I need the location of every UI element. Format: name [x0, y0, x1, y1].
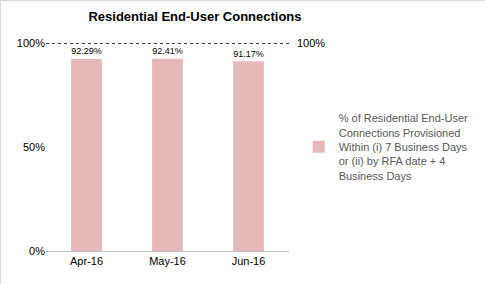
- svg-text:Jun-16: Jun-16: [232, 255, 266, 267]
- svg-text:% of Residential End-UserConne: % of Residential End-UserConnections Pro…: [339, 112, 468, 181]
- svg-text:100%: 100%: [297, 37, 325, 49]
- svg-text:92.29%: 92.29%: [71, 46, 102, 56]
- svg-text:0%: 0%: [29, 245, 45, 257]
- svg-text:100%: 100%: [17, 37, 45, 49]
- svg-text:May-16: May-16: [149, 255, 186, 267]
- svg-text:Apr-16: Apr-16: [70, 255, 103, 267]
- svg-text:50%: 50%: [23, 141, 45, 153]
- svg-text:91.17%: 91.17%: [233, 49, 264, 59]
- svg-text:Residential End-User Connectio: Residential End-User Connections: [88, 9, 301, 24]
- svg-text:92.41%: 92.41%: [152, 46, 183, 56]
